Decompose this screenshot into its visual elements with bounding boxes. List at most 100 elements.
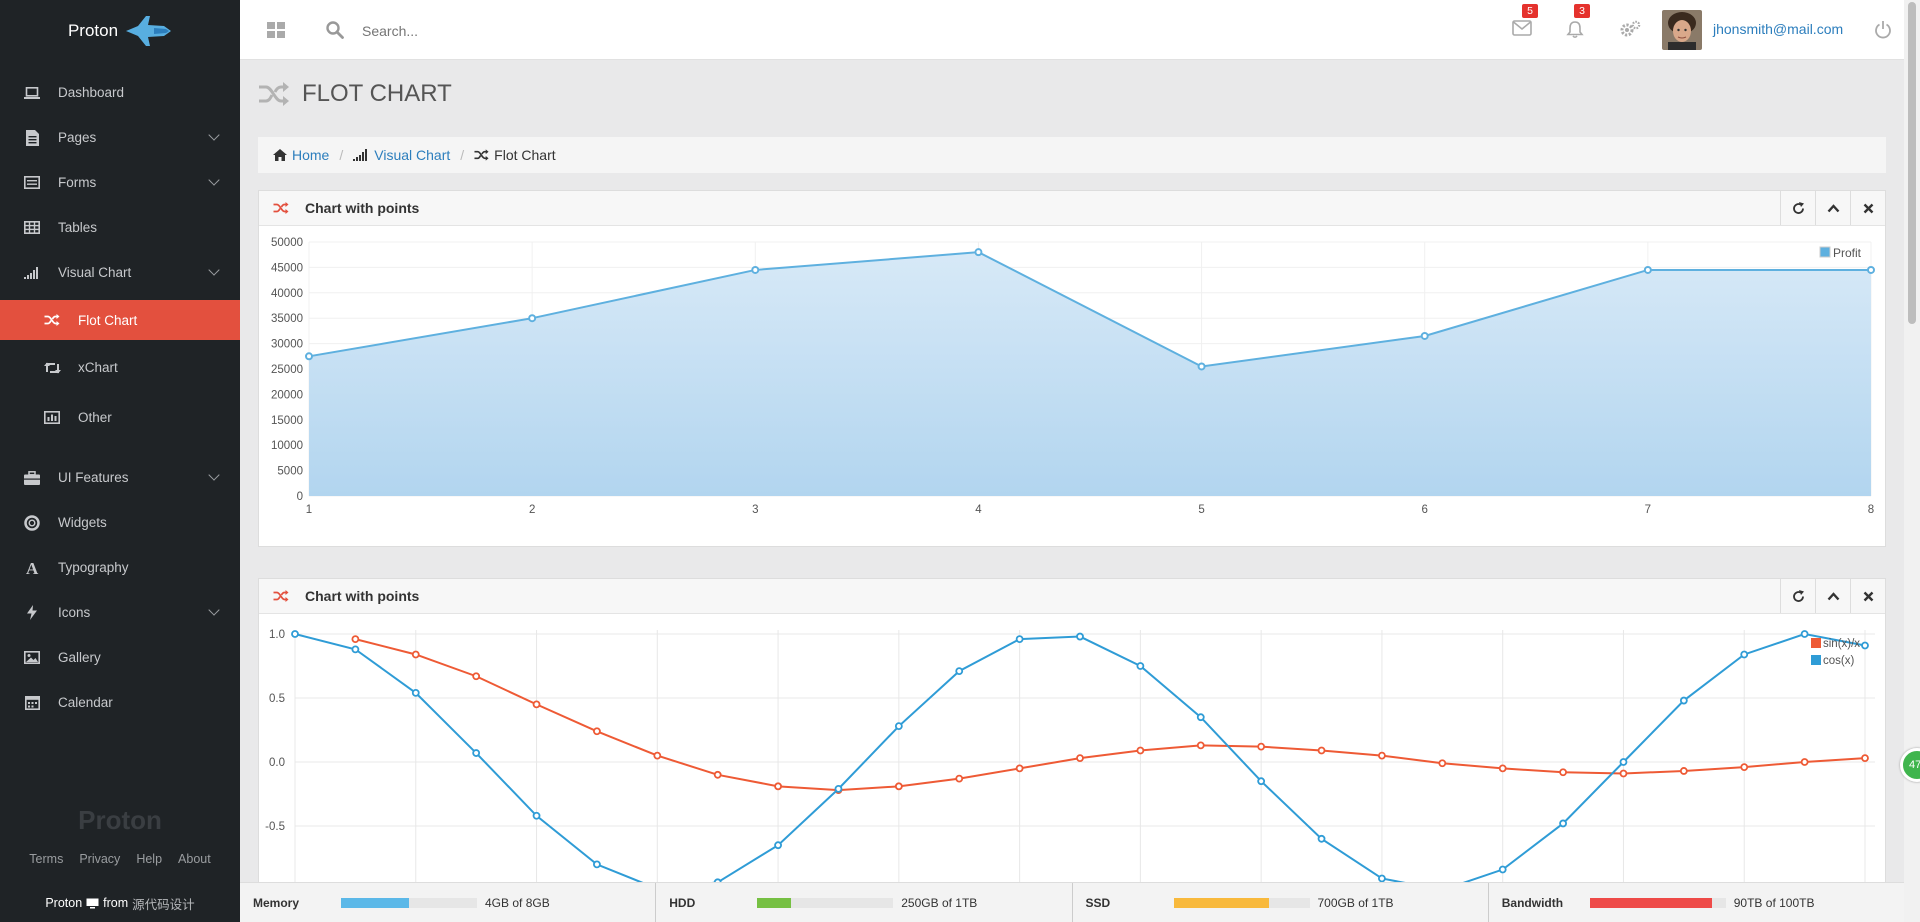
sinc-point[interactable] — [1438, 759, 1447, 768]
sinc-point[interactable] — [411, 650, 420, 659]
sinc-point[interactable] — [351, 635, 360, 644]
notifications-button[interactable]: 3 — [1566, 4, 1590, 42]
sinc-point[interactable] — [532, 700, 541, 709]
cos-point[interactable] — [1257, 777, 1266, 786]
profit-point[interactable] — [1420, 331, 1429, 340]
sinc-point[interactable] — [1800, 758, 1809, 766]
close-button[interactable] — [1850, 191, 1885, 225]
breadcrumb-visual-chart[interactable]: Visual Chart — [353, 147, 450, 163]
cos-point[interactable] — [1861, 641, 1869, 650]
cos-point[interactable] — [1317, 834, 1326, 843]
chart-legend: Profit — [1819, 246, 1862, 260]
sidebar-item-calendar[interactable]: Calendar — [0, 680, 240, 725]
sinc-point[interactable] — [1861, 754, 1869, 763]
search-input[interactable] — [362, 18, 662, 44]
sinc-point[interactable] — [774, 782, 782, 791]
cos-point[interactable] — [1196, 713, 1205, 722]
cos-point[interactable] — [1740, 650, 1749, 659]
profit-point[interactable] — [1867, 265, 1875, 274]
power-icon[interactable] — [1874, 20, 1892, 39]
credit-site-link[interactable]: 源代码设计 — [132, 897, 195, 912]
sinc-point[interactable] — [894, 782, 903, 791]
sinc-point[interactable] — [1619, 769, 1628, 778]
cos-point[interactable] — [894, 722, 903, 731]
sidebar-item-flot-chart[interactable]: Flot Chart — [0, 300, 240, 340]
profit-point[interactable] — [1643, 265, 1652, 274]
sinc-point[interactable] — [1076, 754, 1084, 763]
sinc-point[interactable] — [955, 774, 964, 783]
cos-point[interactable] — [834, 784, 843, 793]
breadcrumb-home[interactable]: Home — [273, 147, 329, 163]
sinc-point[interactable] — [1679, 767, 1688, 775]
sidebar-item-tables[interactable]: Tables — [0, 205, 240, 250]
cos-point[interactable] — [351, 645, 360, 654]
sidebar-item-ui-features[interactable]: UI Features — [0, 455, 240, 500]
cos-point[interactable] — [1559, 819, 1567, 828]
privacy-link[interactable]: Privacy — [79, 852, 121, 866]
profit-point[interactable] — [528, 314, 537, 323]
cos-point[interactable] — [532, 811, 541, 820]
sidebar-item-forms[interactable]: Forms — [0, 160, 240, 205]
cos-point[interactable] — [1679, 696, 1688, 705]
close-button[interactable] — [1850, 579, 1885, 613]
chevron-down-icon — [208, 469, 220, 481]
sinc-point[interactable] — [1317, 746, 1326, 755]
sinc-point[interactable] — [1498, 764, 1507, 773]
collapse-button[interactable] — [1815, 191, 1850, 225]
profit-point[interactable] — [974, 248, 983, 257]
mail-button[interactable]: 5 — [1512, 4, 1538, 39]
cos-point[interactable] — [1015, 635, 1024, 644]
list-icon — [22, 175, 42, 191]
about-link[interactable]: About — [178, 852, 211, 866]
sinc-point[interactable] — [593, 727, 601, 736]
help-link[interactable]: Help — [136, 852, 163, 866]
sidebar-item-visual-chart[interactable]: Visual Chart — [0, 250, 240, 295]
logo[interactable]: Proton — [0, 0, 240, 62]
floating-widget-badge[interactable]: 47 — [1900, 748, 1920, 782]
cos-point[interactable] — [411, 688, 420, 697]
topbar: 5 3 jhonsmith@mail.com — [240, 0, 1904, 60]
sinc-point[interactable] — [1136, 746, 1145, 755]
refresh-button[interactable] — [1780, 191, 1815, 225]
sidebar-item-gallery[interactable]: Gallery — [0, 635, 240, 680]
sidebar-item-icons[interactable]: Icons — [0, 590, 240, 635]
sinc-point[interactable] — [713, 770, 722, 779]
cos-point[interactable] — [1136, 662, 1145, 670]
grid-menu-icon[interactable] — [267, 22, 285, 38]
cos-point[interactable] — [955, 667, 964, 676]
cos-point[interactable] — [1378, 874, 1386, 883]
sidebar-item-xchart[interactable]: xChart — [0, 345, 240, 390]
sinc-point[interactable] — [472, 672, 481, 681]
user-email-link[interactable]: jhonsmith@mail.com — [1713, 21, 1844, 37]
cos-point[interactable] — [1498, 865, 1507, 874]
sinc-point[interactable] — [1196, 741, 1205, 750]
sidebar-item-pages[interactable]: Pages — [0, 115, 240, 160]
sinc-point[interactable] — [1015, 764, 1024, 773]
scrollbar-thumb[interactable] — [1908, 2, 1916, 324]
sidebar-item-other[interactable]: Other — [0, 395, 240, 440]
sinc-point[interactable] — [1378, 751, 1386, 760]
profit-point[interactable] — [305, 352, 313, 361]
cos-point[interactable] — [593, 860, 601, 869]
sidebar-item-widgets[interactable]: Widgets — [0, 500, 240, 545]
settings-button[interactable] — [1619, 20, 1641, 41]
cos-point[interactable] — [472, 749, 481, 757]
sidebar-item-dashboard[interactable]: Dashboard — [0, 70, 240, 115]
sinc-point[interactable] — [653, 751, 662, 760]
cos-point[interactable] — [1800, 630, 1809, 638]
cos-point[interactable] — [1076, 632, 1084, 641]
cos-point[interactable] — [774, 841, 782, 850]
collapse-button[interactable] — [1815, 579, 1850, 613]
sinc-point[interactable] — [1740, 763, 1749, 772]
cos-point[interactable] — [1619, 758, 1628, 766]
refresh-button[interactable] — [1780, 579, 1815, 613]
profit-point[interactable] — [751, 265, 760, 274]
cos-point[interactable] — [291, 630, 299, 638]
sinc-point[interactable] — [1257, 742, 1266, 751]
profit-point[interactable] — [1197, 362, 1206, 371]
page-scrollbar[interactable] — [1904, 0, 1920, 922]
sidebar-item-typography[interactable]: A Typography — [0, 545, 240, 590]
terms-link[interactable]: Terms — [29, 852, 64, 866]
sinc-point[interactable] — [1559, 768, 1567, 777]
avatar[interactable] — [1662, 10, 1702, 50]
